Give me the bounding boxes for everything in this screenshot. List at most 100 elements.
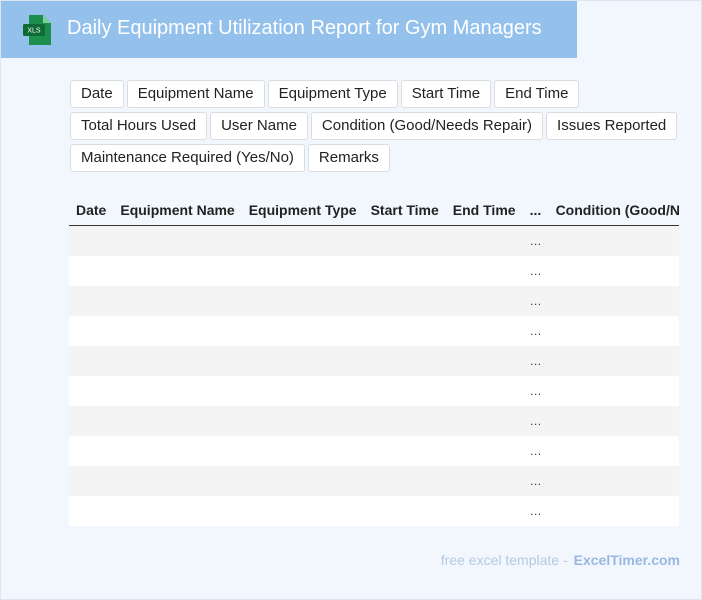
table-row: … xyxy=(69,316,679,346)
field-chip: Remarks xyxy=(307,144,390,172)
table-row: … xyxy=(69,286,679,316)
table-cell xyxy=(548,286,679,316)
table-cell xyxy=(241,286,364,316)
table-cell xyxy=(363,225,446,256)
column-header: Condition (Good/Needs Repair) xyxy=(548,195,679,226)
field-chip: End Time xyxy=(494,80,580,108)
field-chip: Condition (Good/Needs Repair) xyxy=(310,112,544,140)
column-header: Equipment Type xyxy=(241,195,364,226)
table-cell: … xyxy=(522,466,549,496)
table-cell xyxy=(363,376,446,406)
field-chip: Date xyxy=(70,80,124,108)
table-cell xyxy=(241,316,364,346)
table-cell xyxy=(548,256,679,286)
column-header: Equipment Name xyxy=(113,195,242,226)
column-header: Date xyxy=(69,195,114,226)
table-row: … xyxy=(69,225,679,256)
table-cell: … xyxy=(522,406,549,436)
table-cell xyxy=(69,316,114,346)
table-cell xyxy=(69,225,114,256)
table-cell xyxy=(69,376,114,406)
table-cell xyxy=(363,466,446,496)
table-cell xyxy=(241,436,364,466)
table-cell: … xyxy=(522,376,549,406)
table-cell xyxy=(113,466,242,496)
brand-link[interactable]: ExcelTimer.com xyxy=(573,552,680,568)
table-row: … xyxy=(69,496,679,526)
header-bar: XLS Daily Equipment Utilization Report f… xyxy=(1,1,577,58)
table-cell xyxy=(113,316,242,346)
table-cell xyxy=(363,286,446,316)
table-cell: … xyxy=(522,256,549,286)
table-cell xyxy=(113,225,242,256)
header-row: Date Equipment Name Equipment Type Start Ti… xyxy=(69,195,679,226)
table-wrap: Date Equipment Name Equipment Type Start Ti… xyxy=(69,195,679,526)
table-cell xyxy=(113,256,242,286)
table-row: … xyxy=(69,466,679,496)
table-row: … xyxy=(69,436,679,466)
table-cell xyxy=(69,496,114,526)
table-cell: … xyxy=(522,286,549,316)
table-cell xyxy=(363,496,446,526)
table-cell xyxy=(69,466,114,496)
table-cell xyxy=(69,436,114,466)
field-chip: Equipment Name xyxy=(126,80,265,108)
field-chip: User Name xyxy=(210,112,308,140)
table-cell xyxy=(548,496,679,526)
table-cell xyxy=(113,496,242,526)
table-cell xyxy=(113,376,242,406)
field-list: Date Equipment Name Equipment Type Start Ti… xyxy=(70,80,680,172)
column-header: Start Time xyxy=(363,195,446,226)
table-cell xyxy=(241,376,364,406)
table-cell xyxy=(241,406,364,436)
footer-text: free excel template - xyxy=(440,552,568,568)
table-cell xyxy=(241,496,364,526)
table-cell xyxy=(241,256,364,286)
table-cell xyxy=(69,346,114,376)
table-cell xyxy=(548,225,679,256)
table-cell: … xyxy=(522,225,549,256)
field-chip: Issues Reported xyxy=(546,112,678,140)
table-cell xyxy=(548,316,679,346)
table: Date Equipment Name Equipment Type Start Ti… xyxy=(69,195,679,526)
table-cell xyxy=(445,346,523,376)
table-cell xyxy=(548,346,679,376)
table-cell xyxy=(69,286,114,316)
title: Daily Equipment Utilization Report for G… xyxy=(67,17,542,39)
table-cell xyxy=(548,406,679,436)
table-cell xyxy=(548,436,679,466)
table-cell xyxy=(113,436,242,466)
table-cell xyxy=(363,346,446,376)
table-cell xyxy=(548,466,679,496)
table-cell xyxy=(445,316,523,346)
table-row: … xyxy=(69,406,679,436)
file-icon: XLS xyxy=(23,15,51,45)
table-cell xyxy=(69,406,114,436)
table-cell xyxy=(445,225,523,256)
table-cell xyxy=(363,406,446,436)
table-cell: … xyxy=(522,346,549,376)
field-chip: Total Hours Used xyxy=(70,112,208,140)
table-row: … xyxy=(69,256,679,286)
table-cell xyxy=(445,376,523,406)
table-cell xyxy=(363,256,446,286)
table-cell xyxy=(241,346,364,376)
table-cell xyxy=(445,436,523,466)
table-cell: … xyxy=(522,436,549,466)
table-cell xyxy=(445,286,523,316)
footer: free excel template - ExcelTimer.com xyxy=(441,552,680,568)
column-header: ... xyxy=(522,195,549,226)
table-cell xyxy=(113,286,242,316)
table-cell xyxy=(241,225,364,256)
field-chip: Equipment Type xyxy=(267,80,398,108)
table-cell xyxy=(548,376,679,406)
table-cell xyxy=(69,256,114,286)
table-cell xyxy=(363,436,446,466)
table-cell xyxy=(241,466,364,496)
table-row: … xyxy=(69,376,679,406)
table-cell xyxy=(113,346,242,376)
table-cell xyxy=(113,406,242,436)
field-chip: Maintenance Required (Yes/No) xyxy=(70,144,305,172)
table-cell xyxy=(445,406,523,436)
